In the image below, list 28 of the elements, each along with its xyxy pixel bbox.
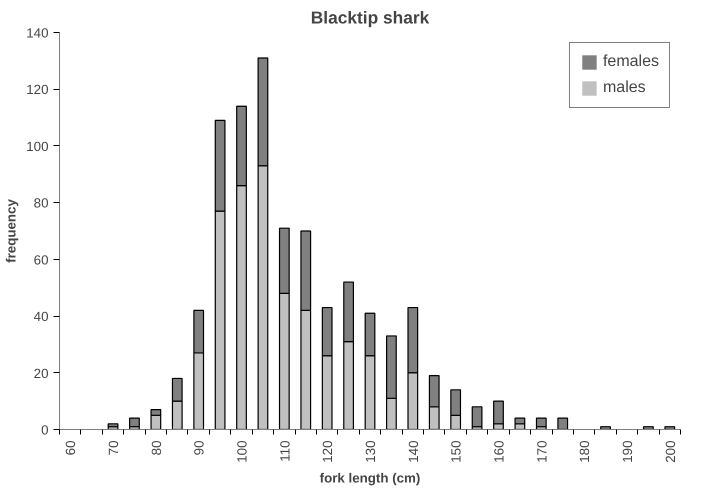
x-tick-label: 90 <box>192 440 207 456</box>
y-tick-label: 120 <box>26 82 49 98</box>
legend-label: females <box>602 53 659 71</box>
x-axis-title: fork length (cm) <box>320 470 420 486</box>
legend-label: males <box>602 79 646 97</box>
x-tick-label: 190 <box>620 440 635 463</box>
x-tick-label: 60 <box>63 440 78 456</box>
x-tick-label: 140 <box>406 440 421 463</box>
x-tick-label: 130 <box>363 440 378 463</box>
y-tick-label: 0 <box>41 422 49 438</box>
chart-title: Blacktip shark <box>310 8 430 28</box>
x-tick-label: 80 <box>148 440 164 456</box>
x-tick-label: 170 <box>534 440 550 463</box>
x-tick-label: 160 <box>491 440 506 463</box>
x-tick-label: 150 <box>448 440 464 463</box>
x-tick-label: 70 <box>106 440 122 456</box>
x-tick-label: 200 <box>662 440 678 463</box>
y-tick-label: 140 <box>26 26 49 40</box>
x-tick-label: 100 <box>234 440 250 463</box>
y-axis-title: frequency <box>3 198 18 263</box>
y-tick-label: 20 <box>34 366 49 381</box>
x-tick-label: 120 <box>320 440 336 463</box>
y-tick-label: 40 <box>34 309 49 324</box>
x-tick-label: 110 <box>277 440 292 462</box>
y-tick-label: 80 <box>34 196 49 211</box>
y-tick-label: 60 <box>34 252 49 268</box>
y-tick-label: 100 <box>26 138 49 154</box>
x-tick-label: 180 <box>577 440 592 463</box>
